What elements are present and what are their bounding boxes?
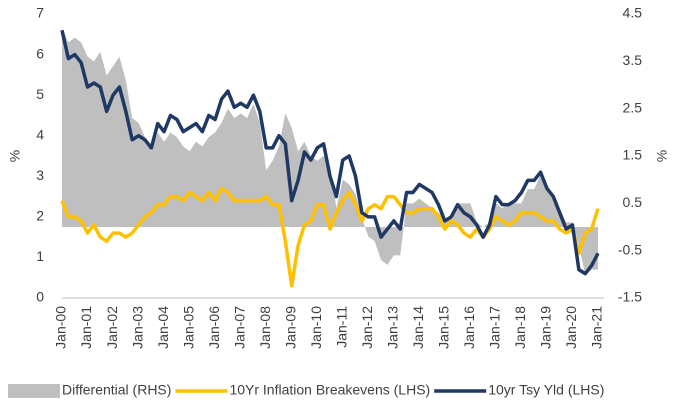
y-axis-label: % (7, 150, 23, 162)
x-tick-label: Jan-16 (461, 306, 477, 349)
y2-tick-label: 1.5 (623, 147, 643, 163)
x-tick-label: Jan-02 (104, 306, 120, 349)
y2-tick-label: -0.5 (618, 241, 642, 257)
x-tick-label: Jan-01 (78, 306, 94, 349)
legend-label: Differential (RHS) (62, 382, 171, 398)
x-tick-label: Jan-20 (563, 306, 579, 349)
x-tick-label: Jan-18 (512, 306, 528, 349)
legend-label: 10Yr Inflation Breakevens (LHS) (229, 382, 430, 398)
x-tick-label: Jan-19 (538, 306, 554, 349)
y-tick-label: 2 (36, 208, 44, 224)
x-tick-label: Jan-04 (155, 306, 171, 349)
x-tick-label: Jan-00 (53, 306, 69, 349)
x-tick-label: Jan-12 (359, 306, 375, 349)
y-tick-label: 6 (36, 45, 44, 61)
x-tick-label: Jan-06 (206, 306, 222, 349)
x-tick-label: Jan-07 (231, 306, 247, 349)
x-tick-label: Jan-13 (385, 306, 401, 349)
x-tick-label: Jan-15 (436, 306, 452, 349)
line (60, 29, 600, 276)
legend-label: 10yr Tsy Yld (LHS) (488, 382, 604, 398)
legend-swatch (8, 384, 60, 398)
y2-tick-label: 4.5 (623, 5, 643, 21)
x-tick-label: Jan-03 (129, 306, 145, 349)
x-tick-label: Jan-10 (308, 306, 324, 349)
y-tick-label: 1 (36, 248, 44, 264)
x-tick-label: Jan-21 (589, 306, 605, 349)
y-tick-label: 3 (36, 167, 44, 183)
y2-tick-label: 3.5 (623, 52, 643, 68)
x-tick-label: Jan-05 (180, 306, 196, 349)
y2-tick-label: 0.5 (623, 194, 643, 210)
line (60, 186, 600, 288)
x-tick-label: Jan-17 (487, 306, 503, 349)
x-tick-label: Jan-09 (282, 306, 298, 349)
y2-axis-label: % (654, 150, 670, 162)
x-tick-label: Jan-14 (410, 306, 426, 349)
area (62, 28, 598, 275)
x-tick-label: Jan-08 (257, 306, 273, 349)
y-tick-label: 5 (36, 86, 44, 102)
y-tick-label: 4 (36, 126, 44, 142)
y2-tick-label: 2.5 (623, 99, 643, 115)
y2-tick-label: -1.5 (618, 289, 642, 305)
y-tick-label: 7 (36, 5, 44, 21)
y-tick-label: 0 (36, 289, 44, 305)
x-tick-label: Jan-11 (333, 306, 349, 348)
